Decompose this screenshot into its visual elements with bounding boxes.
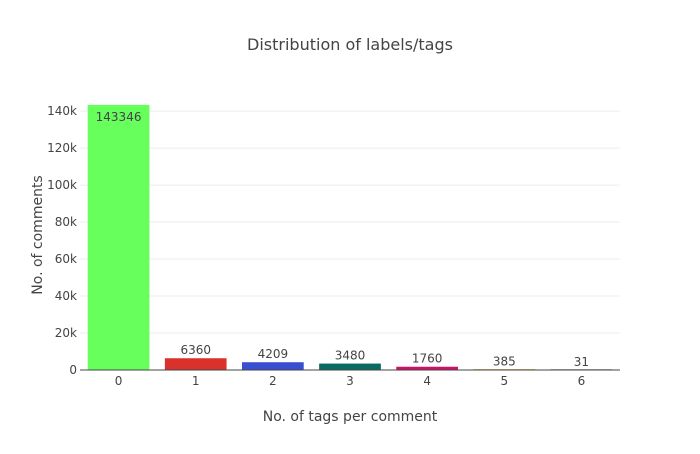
x-tick-label: 4 bbox=[423, 374, 431, 388]
bar-2[interactable] bbox=[242, 362, 304, 370]
bar-value-label: 143346 bbox=[96, 110, 142, 124]
x-tick-label: 2 bbox=[269, 374, 277, 388]
bar-4[interactable] bbox=[396, 366, 458, 370]
axes: 0 20k 40k 60k 80k 100k 120k 140k 0 1 2 3 4 5 6 bbox=[47, 104, 620, 388]
x-tick-label: 3 bbox=[346, 374, 354, 388]
gridlines bbox=[80, 110, 620, 334]
y-tick-label: 60k bbox=[55, 252, 77, 266]
y-tick-label: 120k bbox=[47, 141, 77, 155]
x-axis-title: No. of tags per comment bbox=[263, 409, 438, 425]
bar-1[interactable] bbox=[164, 358, 227, 370]
bar-3[interactable] bbox=[319, 363, 381, 370]
y-tick-label: 140k bbox=[47, 104, 77, 118]
x-tick-label: 5 bbox=[500, 374, 508, 388]
y-tick-label: 100k bbox=[47, 178, 77, 192]
chart-title: Distribution of labels/tags bbox=[247, 35, 453, 54]
bar-value-label: 3480 bbox=[335, 349, 366, 363]
bar-value-label: 1760 bbox=[412, 352, 443, 366]
data-labels: 143346 6360 4209 3480 1760 385 31 bbox=[96, 110, 589, 369]
x-tick-label: 6 bbox=[578, 374, 586, 388]
x-tick-label: 0 bbox=[115, 374, 123, 388]
bars bbox=[87, 104, 613, 370]
y-tick-label: 40k bbox=[55, 289, 77, 303]
bar-value-label: 385 bbox=[493, 354, 516, 368]
y-tick-label: 20k bbox=[55, 326, 77, 340]
y-tick-label: 0 bbox=[69, 363, 77, 377]
bar-value-label: 31 bbox=[574, 355, 589, 369]
bar-0[interactable] bbox=[87, 104, 150, 370]
y-tick-label: 80k bbox=[55, 215, 77, 229]
bar-value-label: 4209 bbox=[258, 347, 289, 361]
y-axis-title: No. of comments bbox=[30, 175, 46, 294]
x-tick-label: 1 bbox=[192, 374, 200, 388]
bar-value-label: 6360 bbox=[180, 343, 211, 357]
